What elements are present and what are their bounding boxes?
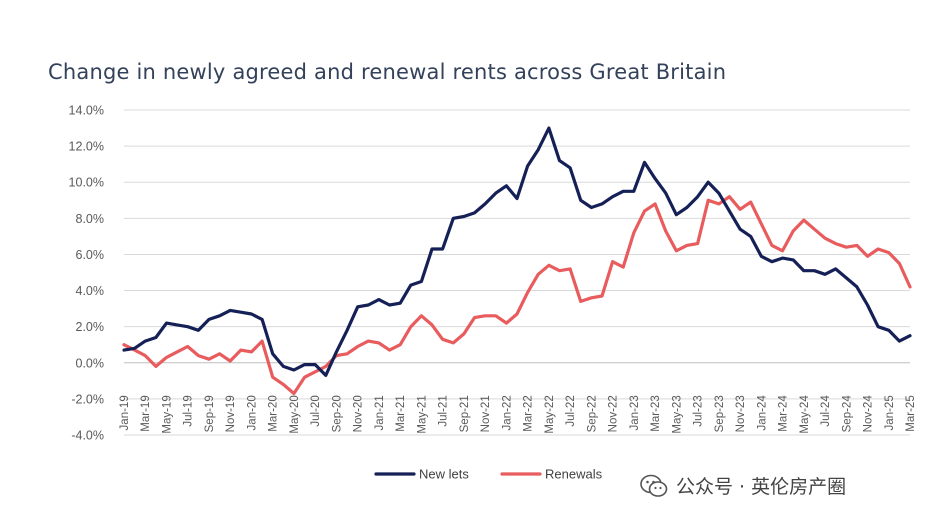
- y-tick-label: 4.0%: [76, 284, 105, 298]
- x-tick-label: Mar-24: [778, 395, 790, 432]
- chart-title: Change in newly agreed and renewal rents…: [48, 60, 727, 84]
- x-tick-label: Jan-23: [629, 395, 641, 430]
- legend-label: New lets: [419, 467, 469, 482]
- x-tick-label: Jul-24: [820, 395, 832, 427]
- x-tick-label: Sep-19: [204, 395, 216, 432]
- x-tick-label: Jul-21: [438, 395, 450, 426]
- wechat-icon: [640, 474, 668, 497]
- x-tick-label: Nov-24: [863, 395, 875, 433]
- x-tick-label: Mar-25: [905, 395, 917, 431]
- grid-lines: [124, 109, 910, 436]
- y-tick-label: -4.0%: [71, 429, 104, 443]
- watermark: 公众号 · 英伦房产圈: [640, 472, 846, 499]
- legend-label: Renewals: [545, 467, 603, 482]
- x-tick-label: May-20: [289, 395, 301, 433]
- x-tick-label: Jan-20: [246, 395, 258, 430]
- series-line-renewals: [122, 195, 912, 396]
- y-tick-label: 8.0%: [76, 212, 105, 226]
- x-tick-label: Jan-24: [756, 395, 768, 431]
- x-tick-label: Jan-19: [119, 395, 131, 430]
- y-tick-label: 2.0%: [76, 320, 105, 334]
- y-tick-label: 6.0%: [76, 248, 105, 262]
- x-tick-label: Sep-20: [331, 395, 343, 432]
- y-tick-label: 12.0%: [69, 140, 104, 154]
- x-tick-label: May-21: [416, 395, 428, 433]
- x-tick-label: Nov-21: [480, 395, 492, 432]
- x-tick-label: Jan-21: [374, 395, 386, 430]
- series-lines: [122, 126, 912, 396]
- x-tick-label: Sep-21: [459, 395, 471, 432]
- x-tick-label: Jul-20: [310, 395, 322, 426]
- x-tick-label: Jul-22: [565, 395, 577, 426]
- watermark-text: 公众号 · 英伦房产圈: [676, 476, 847, 498]
- y-tick-label: 14.0%: [69, 104, 104, 118]
- x-tick-label: Nov-19: [225, 395, 237, 432]
- x-axis-ticks: Jan-19 Mar-19 May-19 Jul-19 Sep-19 Nov-19 Jan-…: [119, 395, 917, 434]
- x-tick-label: Mar-21: [395, 395, 407, 431]
- x-tick-label: May-24: [799, 395, 811, 434]
- x-tick-label: Mar-19: [140, 395, 152, 431]
- x-tick-label: May-19: [161, 395, 173, 433]
- x-tick-label: Mar-22: [523, 395, 535, 431]
- x-tick-label: Nov-20: [353, 395, 365, 432]
- x-tick-label: Mar-20: [268, 395, 280, 431]
- x-tick-label: Jul-19: [183, 395, 195, 426]
- series-line-new-lets: [122, 126, 912, 377]
- x-tick-label: Sep-22: [586, 395, 598, 432]
- x-tick-label: May-22: [544, 395, 556, 433]
- x-tick-label: Jan-22: [501, 395, 513, 430]
- y-tick-label: 0.0%: [76, 356, 105, 370]
- x-tick-label: May-23: [671, 395, 683, 433]
- x-tick-label: Mar-23: [650, 395, 662, 431]
- x-tick-label: Sep-23: [714, 395, 726, 432]
- legend: New lets Renewals: [374, 467, 603, 482]
- x-tick-label: Jul-23: [693, 395, 705, 426]
- x-tick-label: Nov-23: [735, 395, 747, 432]
- x-tick-label: Jan-25: [884, 395, 896, 430]
- x-tick-label: Sep-24: [841, 395, 853, 433]
- y-axis-ticks: -4.0% -2.0% 0.0% 2.0% 4.0% 6.0% 8.0% 10.0% 12.0%…: [69, 104, 104, 443]
- x-tick-label: Nov-22: [608, 395, 620, 432]
- y-tick-label: 10.0%: [69, 176, 104, 190]
- y-tick-label: -2.0%: [71, 392, 104, 406]
